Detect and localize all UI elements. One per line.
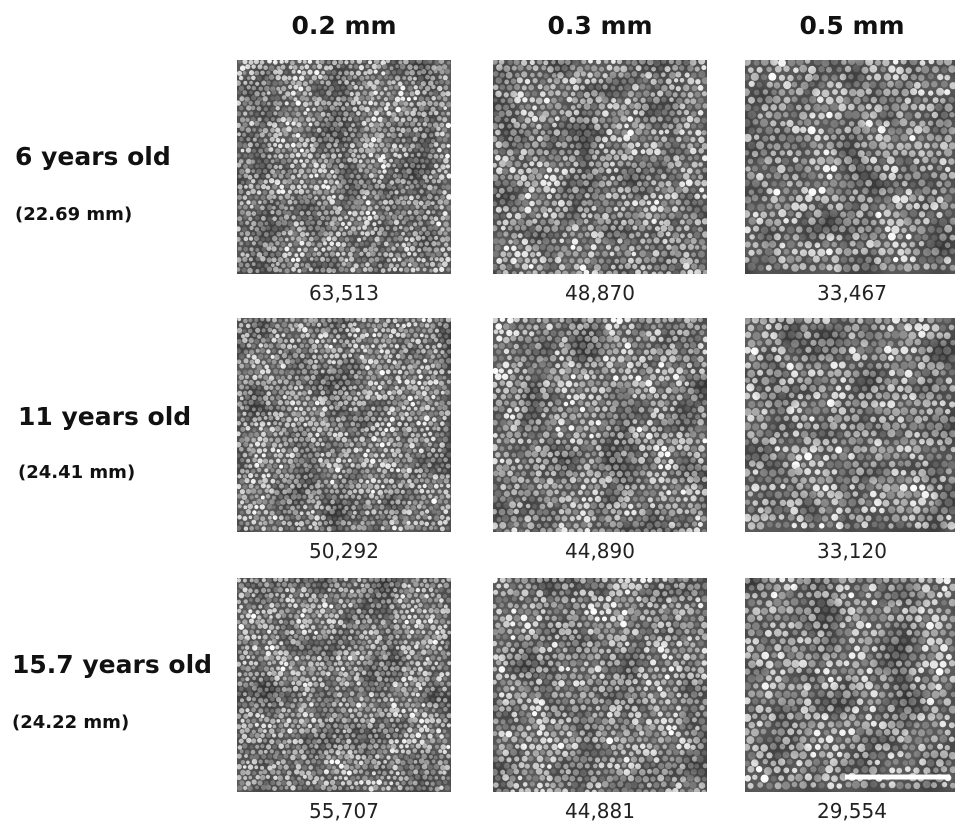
- cone-density: 29,554: [817, 799, 887, 823]
- cone-image: [742, 57, 955, 274]
- cone-density: 44,881: [565, 799, 635, 823]
- cone-density: 48,870: [565, 281, 635, 305]
- cone-image: [491, 316, 709, 536]
- cone-image: [742, 576, 955, 793]
- cone-density: 44,890: [565, 539, 635, 563]
- axial-length: (24.41 mm): [18, 462, 135, 483]
- cone-density: 33,120: [817, 539, 887, 563]
- column-header: 0.2 mm: [291, 11, 396, 40]
- cone-density: 63,513: [309, 281, 379, 305]
- axial-length: (22.69 mm): [15, 204, 132, 225]
- cone-image: [236, 317, 452, 532]
- row-label: 6 years old: [15, 142, 171, 171]
- cone-image: [742, 315, 955, 532]
- cone-image: [491, 58, 709, 278]
- cone-image: [235, 58, 452, 274]
- figure: 0.2 mm 0.3 mm 0.5 mm 6 years old (22.69 mm) 6…: [0, 0, 955, 824]
- row-label: 11 years old: [18, 402, 191, 431]
- column-header: 0.5 mm: [799, 11, 904, 40]
- cone-density: 55,707: [309, 799, 379, 823]
- cone-density: 33,467: [817, 281, 887, 305]
- cone-density: 50,292: [309, 539, 379, 563]
- column-header: 0.3 mm: [547, 11, 652, 40]
- cone-image: [236, 577, 452, 792]
- row-label: 15.7 years old: [12, 650, 212, 679]
- cone-image: [491, 576, 709, 796]
- axial-length: (24.22 mm): [12, 712, 129, 733]
